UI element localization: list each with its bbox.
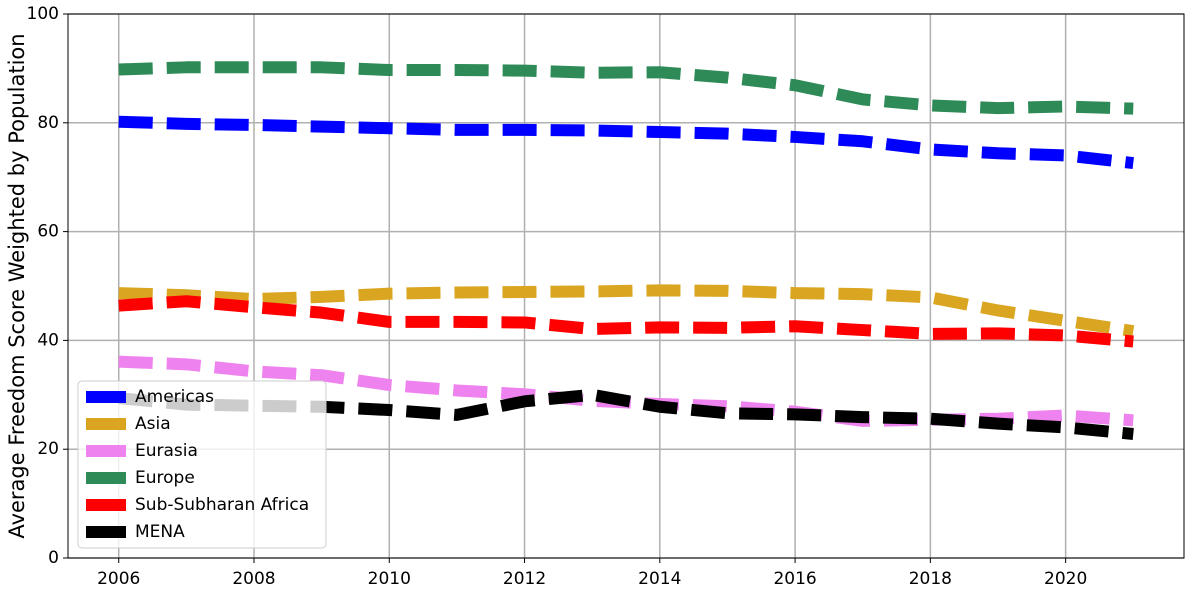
x-tick-label: 2020 xyxy=(1044,569,1087,589)
legend-label: MENA xyxy=(135,522,185,542)
y-tick-label: 40 xyxy=(37,330,59,350)
x-tick-label: 2014 xyxy=(638,569,681,589)
y-tick-label: 20 xyxy=(37,439,59,459)
x-tick-label: 2012 xyxy=(503,569,546,589)
x-tick-label: 2006 xyxy=(97,569,140,589)
legend-label: Europe xyxy=(135,468,195,488)
y-tick-label: 80 xyxy=(37,113,59,133)
x-tick-label: 2016 xyxy=(773,569,816,589)
series-line xyxy=(118,284,1135,338)
legend: Americas Asia Eurasia Europe Sub-Subharan Af… xyxy=(77,380,327,549)
legend-label: Americas xyxy=(135,387,214,407)
y-axis-label: Average Freedom Score Weighted by Popula… xyxy=(5,33,29,538)
plot-frame xyxy=(67,13,1185,559)
legend-label: Sub-Subharan Africa xyxy=(135,495,309,515)
series-line xyxy=(118,115,1134,170)
y-tick-label: 0 xyxy=(48,548,59,568)
legend-label: Asia xyxy=(135,414,171,434)
series-line xyxy=(118,295,1134,348)
series-line xyxy=(118,61,1134,115)
legend-label: Eurasia xyxy=(135,441,198,461)
y-tick-label: 60 xyxy=(37,222,59,242)
legend-box xyxy=(77,380,327,549)
x-tick-label: 2010 xyxy=(368,569,411,589)
lines xyxy=(118,61,1135,440)
ticks: 0 20 40 60 80 100 2006 2008 2010 2012 2014 2016 2018… xyxy=(27,4,1088,589)
y-tick-label: 100 xyxy=(27,4,59,24)
x-tick-label: 2018 xyxy=(909,569,952,589)
x-tick-label: 2008 xyxy=(232,569,275,589)
